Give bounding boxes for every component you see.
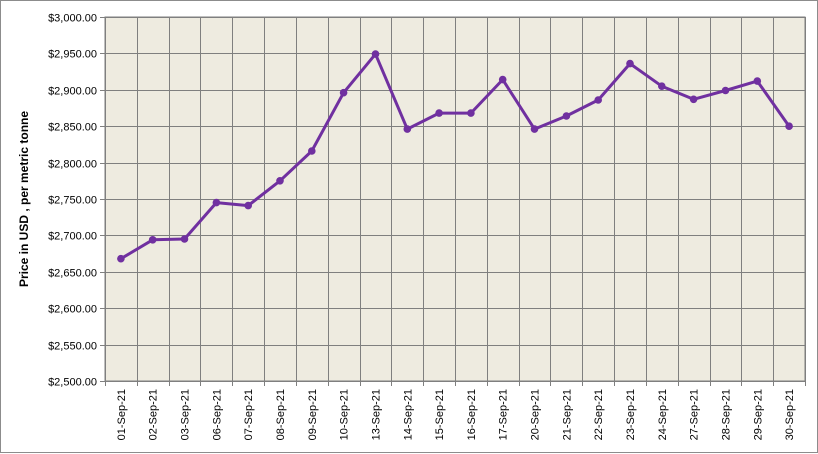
x-tick-label: 28-Sep-21	[720, 389, 732, 440]
data-point	[689, 95, 698, 104]
plot-border	[104, 16, 806, 382]
y-tick-label: $2,900.00	[48, 86, 97, 98]
x-tick-label: 20-Sep-21	[530, 389, 542, 440]
data-point	[753, 77, 762, 85]
data-point	[244, 201, 252, 210]
data-point	[594, 96, 602, 104]
y-tick-label: $2,850.00	[48, 122, 97, 134]
x-tick-label: 21-Sep-21	[561, 389, 573, 440]
series-line	[120, 52, 791, 260]
x-tick-label: 09-Sep-21	[307, 389, 319, 440]
x-tick-label: 15-Sep-21	[434, 389, 446, 440]
x-tick-label: 24-Sep-21	[657, 389, 669, 440]
data-point	[180, 235, 189, 243]
data-point	[339, 88, 348, 97]
x-tick-label: 30-Sep-21	[784, 389, 796, 440]
y-tick-label: $2,750.00	[48, 195, 97, 207]
data-point	[148, 236, 157, 244]
y-tick-label: $2,650.00	[48, 268, 97, 280]
y-axis-tick-labels: $2,500.00 $2,550.00 $2,600.00 $2,650.00 $2,7…	[48, 13, 97, 389]
y-tick-label: $2,700.00	[48, 231, 97, 243]
x-tick-label: 06-Sep-21	[211, 389, 223, 440]
data-point	[658, 82, 666, 90]
x-tick-label: 01-Sep-21	[116, 389, 128, 440]
data-point	[785, 122, 793, 130]
data-point	[403, 125, 412, 133]
x-tick-label: 08-Sep-21	[275, 389, 287, 440]
data-point	[276, 177, 284, 185]
y-tick-label: $2,500.00	[48, 377, 97, 389]
data-point	[721, 86, 730, 95]
x-axis-tick-labels: 01-Sep-21 02-Sep-21 03-Sep-21 06-Sep-21 07-S…	[116, 389, 796, 440]
x-tick-label: 16-Sep-21	[466, 389, 478, 440]
x-tick-label: 13-Sep-21	[370, 389, 382, 440]
x-tick-label: 10-Sep-21	[339, 389, 351, 440]
data-point	[308, 147, 316, 155]
y-axis-title: Price in USD , per metric tonne	[17, 111, 31, 287]
x-tick-label: 22-Sep-21	[593, 389, 605, 440]
x-tick-label: 03-Sep-21	[180, 389, 192, 440]
vertical-gridlines	[105, 17, 806, 386]
data-point	[498, 75, 507, 84]
y-tick-label: $2,950.00	[48, 49, 97, 61]
y-tick-label: $2,800.00	[48, 159, 97, 171]
x-tick-label: 17-Sep-21	[498, 389, 510, 440]
data-point	[562, 112, 571, 120]
data-point	[626, 59, 634, 68]
x-tick-label: 07-Sep-21	[243, 389, 255, 440]
y-tick-label: $2,550.00	[48, 341, 97, 353]
x-tick-label: 02-Sep-21	[148, 389, 160, 440]
y-tick-label: $2,600.00	[48, 304, 97, 316]
x-tick-label: 23-Sep-21	[625, 389, 637, 440]
data-point	[530, 125, 539, 133]
data-point	[435, 109, 443, 117]
x-tick-label: 27-Sep-21	[689, 389, 701, 440]
data-point	[467, 109, 475, 117]
data-point	[117, 254, 125, 263]
x-tick-label: 29-Sep-21	[752, 389, 764, 440]
series-group	[117, 50, 793, 263]
data-point	[371, 50, 380, 58]
y-tick-label: $3,000.00	[48, 13, 97, 25]
x-tick-label: 14-Sep-21	[402, 389, 414, 440]
data-point	[212, 198, 221, 207]
